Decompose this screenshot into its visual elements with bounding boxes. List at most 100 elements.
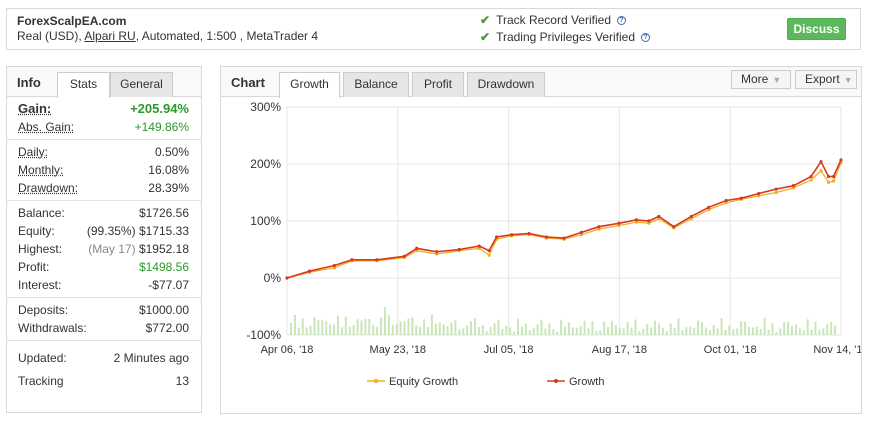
help-icon[interactable]: ? — [617, 15, 626, 25]
growth-point — [435, 250, 439, 254]
tracking-row: Tracking 13 — [7, 370, 201, 393]
balance-row: Balance: $1726.56 — [7, 204, 201, 222]
volume-bar — [415, 325, 418, 335]
tab-drawdown[interactable]: Drawdown — [467, 72, 545, 97]
volume-bar — [634, 319, 637, 335]
volume-bar — [380, 317, 383, 335]
volume-bar — [607, 326, 610, 335]
equity-point — [634, 220, 638, 224]
equity-point — [435, 252, 439, 256]
gain-row: Gain: +205.94% — [7, 100, 201, 118]
volume-bar — [618, 328, 621, 335]
tab-stats[interactable]: Stats — [57, 72, 110, 98]
volume-bar — [427, 326, 429, 335]
volume-bar — [673, 327, 676, 335]
monthly-value: 16.08% — [148, 163, 189, 177]
system-name[interactable]: ForexScalpEA.com — [17, 14, 127, 28]
growth-point — [724, 198, 728, 203]
volume-bar — [536, 324, 539, 335]
y-tick-label: -100% — [246, 328, 281, 342]
gain-label[interactable]: Gain: — [18, 101, 52, 116]
updated-group: Updated: 2 Minutes ago Tracking 13 — [7, 341, 201, 396]
volume-bar — [517, 318, 520, 335]
volume-bar — [783, 322, 786, 335]
volume-bar — [485, 331, 488, 335]
more-dropdown[interactable]: More ▼ — [731, 70, 791, 89]
volume-bar — [528, 329, 531, 335]
account-meta: Real (USD), Alpari RU, Automated, 1:500 … — [17, 29, 318, 43]
equity-point — [809, 178, 813, 182]
volume-bar — [603, 321, 606, 335]
drawdown-label[interactable]: Drawdown: — [18, 181, 79, 195]
growth-point — [495, 235, 499, 239]
y-tick-label: 200% — [250, 157, 281, 171]
growth-point — [757, 192, 761, 196]
abs-gain-value: +149.86% — [134, 120, 189, 134]
growth-point — [672, 225, 676, 229]
volume-bar — [293, 314, 296, 335]
tab-general[interactable]: General — [110, 72, 173, 97]
tab-profit[interactable]: Profit — [412, 72, 464, 97]
check-icon: ✔ — [480, 30, 491, 44]
volume-bar — [301, 318, 304, 335]
volume-bar — [810, 329, 813, 335]
account-header: ForexScalpEA.com Real (USD), Alpari RU, … — [6, 8, 861, 50]
volume-bar — [399, 321, 402, 335]
volume-bar — [368, 319, 371, 335]
volume-bar — [697, 320, 700, 335]
x-tick-label: Nov 14, '18 — [813, 344, 861, 356]
growth-point — [544, 235, 549, 239]
volume-bar — [712, 325, 715, 335]
volume-bar — [642, 328, 645, 335]
volume-bar — [677, 318, 680, 335]
abs-gain-label[interactable]: Abs. Gain: — [18, 120, 75, 134]
volume-bar — [579, 326, 582, 335]
volume-bar — [650, 327, 653, 335]
chart-legend[interactable]: Equity Growth Growth — [367, 376, 604, 388]
volume-bar — [736, 328, 739, 335]
volume-bar — [763, 318, 766, 335]
volume-bar — [665, 330, 668, 335]
broker-link[interactable]: Alpari RU — [84, 29, 136, 43]
daily-label[interactable]: Daily: — [18, 145, 49, 159]
volume-bar — [689, 326, 692, 335]
growth-point — [826, 174, 831, 179]
volume-bar — [395, 323, 398, 335]
volume-bar — [767, 329, 770, 335]
volume-bar — [744, 321, 747, 335]
growth-chart[interactable]: 300% 200% 100% 0% -100% Apr 06, '18 May 23, '… — [221, 98, 861, 414]
equity-point — [647, 221, 651, 225]
chart-title: Chart — [231, 75, 265, 90]
help-icon[interactable]: ? — [641, 32, 651, 42]
deposits-row: Deposits: $1000.00 — [7, 301, 201, 319]
equity-value: $1715.33 — [138, 224, 189, 238]
tab-growth[interactable]: Growth — [279, 72, 340, 98]
export-dropdown[interactable]: Export ▼ — [795, 70, 857, 89]
volume-bar — [458, 329, 461, 335]
volume-bar — [716, 328, 719, 335]
tab-balance[interactable]: Balance — [343, 72, 409, 97]
volume-bar — [567, 322, 570, 335]
growth-point — [597, 225, 601, 229]
volume-bar — [724, 329, 727, 335]
volume-bar — [728, 325, 731, 335]
volume-bar — [591, 321, 594, 335]
volume-bar — [325, 321, 328, 335]
drawdown-value: 28.39% — [148, 181, 189, 195]
volume-bar — [360, 320, 363, 335]
volume-bar — [340, 327, 343, 335]
volume-bar — [489, 326, 492, 335]
volume-bar — [505, 325, 508, 335]
volume-bar — [818, 329, 821, 335]
volume-bar — [305, 327, 308, 335]
chevron-down-icon: ▼ — [843, 75, 853, 85]
volume-bar — [313, 317, 316, 335]
growth-point — [477, 244, 481, 248]
growth-point — [617, 221, 621, 225]
volume-bar — [403, 321, 406, 335]
volume-bar — [520, 326, 523, 335]
monthly-label[interactable]: Monthly: — [18, 163, 64, 177]
growth-point — [831, 174, 836, 179]
discuss-button[interactable]: Discuss — [787, 18, 846, 40]
volume-bar — [434, 323, 437, 335]
